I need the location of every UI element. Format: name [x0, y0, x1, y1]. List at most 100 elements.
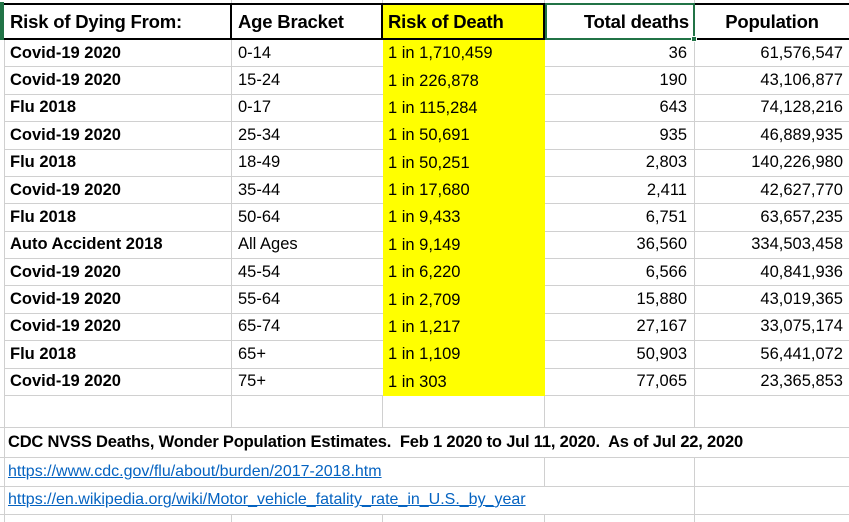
cell-population[interactable]: 43,106,877 — [695, 67, 849, 95]
table-body: Covid-19 2020 0-14 1 in 1,710,459 36 61,576,… — [0, 40, 849, 396]
cell-risk-of-death[interactable]: 1 in 226,878 — [383, 67, 545, 95]
cell-age-bracket[interactable]: 25-34 — [232, 122, 383, 150]
cell-total-deaths[interactable]: 935 — [545, 122, 695, 150]
cell-cause[interactable]: Covid-19 2020 — [4, 176, 232, 205]
cell-risk-of-death[interactable]: 1 in 303 — [383, 368, 545, 396]
gridline-stub-top — [0, 0, 849, 3]
cell-cause[interactable]: Covid-19 2020 — [4, 67, 232, 95]
cell-cause[interactable]: Auto Accident 2018 — [4, 231, 232, 259]
table-row: Covid-19 2020 65-74 1 in 1,217 27,167 33,075… — [0, 313, 849, 342]
cell-total-deaths[interactable]: 2,803 — [545, 149, 695, 177]
table-row: Auto Accident 2018 All Ages 1 in 9,149 36,5… — [0, 231, 849, 259]
cell-age-bracket[interactable]: 15-24 — [232, 67, 383, 95]
cell-cause[interactable]: Covid-19 2020 — [4, 122, 232, 150]
cell-cause[interactable]: Covid-19 2020 — [4, 313, 232, 342]
cell-total-deaths[interactable]: 27,167 — [545, 313, 695, 342]
cell-total-deaths[interactable]: 15,880 — [545, 286, 695, 314]
empty-row — [0, 395, 849, 428]
cell-age-bracket[interactable]: All Ages — [232, 232, 383, 259]
header-total-deaths-selected-cell[interactable]: Total deaths — [545, 3, 697, 42]
gridline-stub-bottom — [0, 514, 849, 522]
cell-total-deaths[interactable]: 77,065 — [545, 368, 695, 396]
wikipedia-motor-vehicle-link[interactable]: https://en.wikipedia.org/wiki/Motor_vehi… — [8, 491, 526, 509]
cell-total-deaths[interactable]: 36,560 — [545, 231, 695, 259]
cell-cause[interactable]: Covid-19 2020 — [4, 40, 232, 68]
cell-age-bracket[interactable]: 0-17 — [232, 95, 383, 123]
cell-risk-of-death[interactable]: 1 in 50,251 — [383, 149, 545, 177]
cell-population[interactable]: 40,841,936 — [695, 259, 849, 287]
cell-age-bracket[interactable]: 35-44 — [232, 177, 383, 205]
empty-cell[interactable] — [695, 396, 849, 427]
table-row: Covid-19 2020 15-24 1 in 226,878 190 43,106,… — [0, 67, 849, 95]
table-row: Covid-19 2020 75+ 1 in 303 77,065 23,365,853 — [0, 368, 849, 396]
cell-age-bracket[interactable]: 75+ — [232, 369, 383, 396]
cell-population[interactable]: 46,889,935 — [695, 122, 849, 150]
cell-age-bracket[interactable]: 50-64 — [232, 204, 383, 232]
table-row: Covid-19 2020 0-14 1 in 1,710,459 36 61,576,… — [0, 40, 849, 68]
citation-text[interactable]: CDC NVSS Deaths, Wonder Population Estim… — [8, 432, 743, 451]
cell-population[interactable]: 61,576,547 — [695, 40, 849, 68]
empty-cell[interactable] — [383, 395, 545, 427]
cell-total-deaths[interactable]: 2,411 — [545, 176, 695, 205]
cell-cause[interactable]: Covid-19 2020 — [4, 286, 232, 314]
cell-total-deaths[interactable]: 6,751 — [545, 204, 695, 232]
table-row: Covid-19 2020 25-34 1 in 50,691 935 46,889,9… — [0, 122, 849, 150]
cell-cause[interactable]: Covid-19 2020 — [4, 259, 232, 287]
cell-risk-of-death[interactable]: 1 in 9,433 — [383, 204, 545, 232]
table-row: Flu 2018 65+ 1 in 1,109 50,903 56,441,072 — [0, 341, 849, 369]
cell-total-deaths[interactable]: 6,566 — [545, 259, 695, 287]
cell-population[interactable]: 33,075,174 — [695, 314, 849, 342]
left-gridline — [4, 40, 5, 522]
cell-risk-of-death[interactable]: 1 in 115,284 — [383, 94, 545, 123]
cell-risk-of-death[interactable]: 1 in 6,220 — [383, 259, 545, 287]
table-row: Flu 2018 0-17 1 in 115,284 643 74,128,216 — [0, 94, 849, 123]
header-risk-of-death[interactable]: Risk of Death — [383, 3, 545, 40]
cell-risk-of-death[interactable]: 1 in 9,149 — [383, 231, 545, 259]
fill-handle[interactable] — [691, 36, 697, 42]
cell-risk-of-death[interactable]: 1 in 50,691 — [383, 122, 545, 150]
empty-cell[interactable] — [232, 395, 383, 427]
cell-population[interactable]: 56,441,072 — [695, 341, 849, 369]
cell-risk-of-death[interactable]: 1 in 1,217 — [383, 313, 545, 342]
empty-cell[interactable] — [545, 395, 695, 427]
cell-risk-of-death[interactable]: 1 in 1,109 — [383, 341, 545, 369]
cell-age-bracket[interactable]: 18-49 — [232, 150, 383, 177]
table-row: Flu 2018 50-64 1 in 9,433 6,751 63,657,235 — [0, 204, 849, 232]
cell-total-deaths[interactable]: 190 — [545, 67, 695, 95]
cell-age-bracket[interactable]: 65-74 — [232, 314, 383, 342]
header-age-bracket[interactable]: Age Bracket — [232, 3, 383, 40]
cell-risk-of-death[interactable]: 1 in 1,710,459 — [383, 40, 545, 68]
cell-age-bracket[interactable]: 65+ — [232, 341, 383, 369]
cell-cause[interactable]: Flu 2018 — [4, 341, 232, 369]
cell-age-bracket[interactable]: 0-14 — [232, 40, 383, 68]
cell-total-deaths[interactable]: 50,903 — [545, 341, 695, 369]
table-row: Covid-19 2020 45-54 1 in 6,220 6,566 40,841,… — [0, 259, 849, 287]
cell-cause[interactable]: Flu 2018 — [4, 94, 232, 123]
cell-population[interactable]: 334,503,458 — [695, 232, 849, 259]
empty-cell[interactable] — [4, 395, 232, 427]
link-row-cdc: https://www.cdc.gov/flu/about/burden/201… — [0, 457, 849, 487]
cell-risk-of-death[interactable]: 1 in 17,680 — [383, 176, 545, 205]
cell-cause[interactable]: Covid-19 2020 — [4, 368, 232, 396]
cell-risk-of-death[interactable]: 1 in 2,709 — [383, 286, 545, 314]
cell-cause[interactable]: Flu 2018 — [4, 149, 232, 177]
row-header-selection-edge — [0, 2, 4, 40]
cell-population[interactable]: 43,019,365 — [695, 286, 849, 314]
header-population[interactable]: Population — [695, 3, 849, 40]
cdc-flu-burden-link[interactable]: https://www.cdc.gov/flu/about/burden/201… — [8, 462, 382, 480]
cell-population[interactable]: 74,128,216 — [695, 95, 849, 123]
cell-population[interactable]: 23,365,853 — [695, 369, 849, 396]
citation-row: CDC NVSS Deaths, Wonder Population Estim… — [0, 428, 849, 458]
cell-cause[interactable]: Flu 2018 — [4, 204, 232, 232]
cell-age-bracket[interactable]: 45-54 — [232, 259, 383, 287]
cell-population[interactable]: 42,627,770 — [695, 177, 849, 205]
cell-total-deaths[interactable]: 36 — [545, 40, 695, 68]
cell-population[interactable]: 140,226,980 — [695, 150, 849, 177]
link-row-wikipedia: https://en.wikipedia.org/wiki/Motor_vehi… — [0, 486, 849, 515]
cell-total-deaths[interactable]: 643 — [545, 94, 695, 123]
table-row: Covid-19 2020 55-64 1 in 2,709 15,880 43,019… — [0, 286, 849, 314]
cell-age-bracket[interactable]: 55-64 — [232, 286, 383, 314]
header-risk-of-dying-from[interactable]: Risk of Dying From: — [4, 3, 232, 40]
cell-population[interactable]: 63,657,235 — [695, 204, 849, 232]
